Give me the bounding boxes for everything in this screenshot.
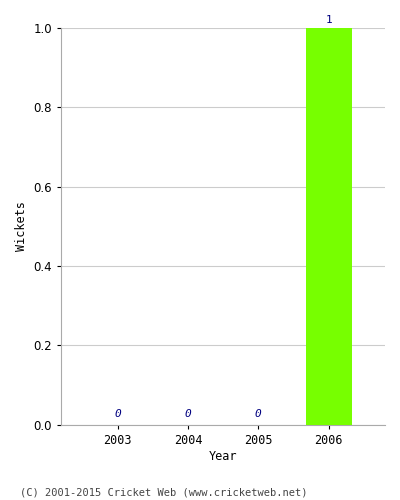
- Text: 0: 0: [184, 408, 191, 418]
- Y-axis label: Wickets: Wickets: [15, 202, 28, 252]
- Text: 0: 0: [114, 408, 121, 418]
- Text: 0: 0: [255, 408, 262, 418]
- X-axis label: Year: Year: [209, 450, 237, 462]
- Text: (C) 2001-2015 Cricket Web (www.cricketweb.net): (C) 2001-2015 Cricket Web (www.cricketwe…: [20, 488, 308, 498]
- Bar: [306, 28, 352, 424]
- Text: 1: 1: [325, 15, 332, 25]
